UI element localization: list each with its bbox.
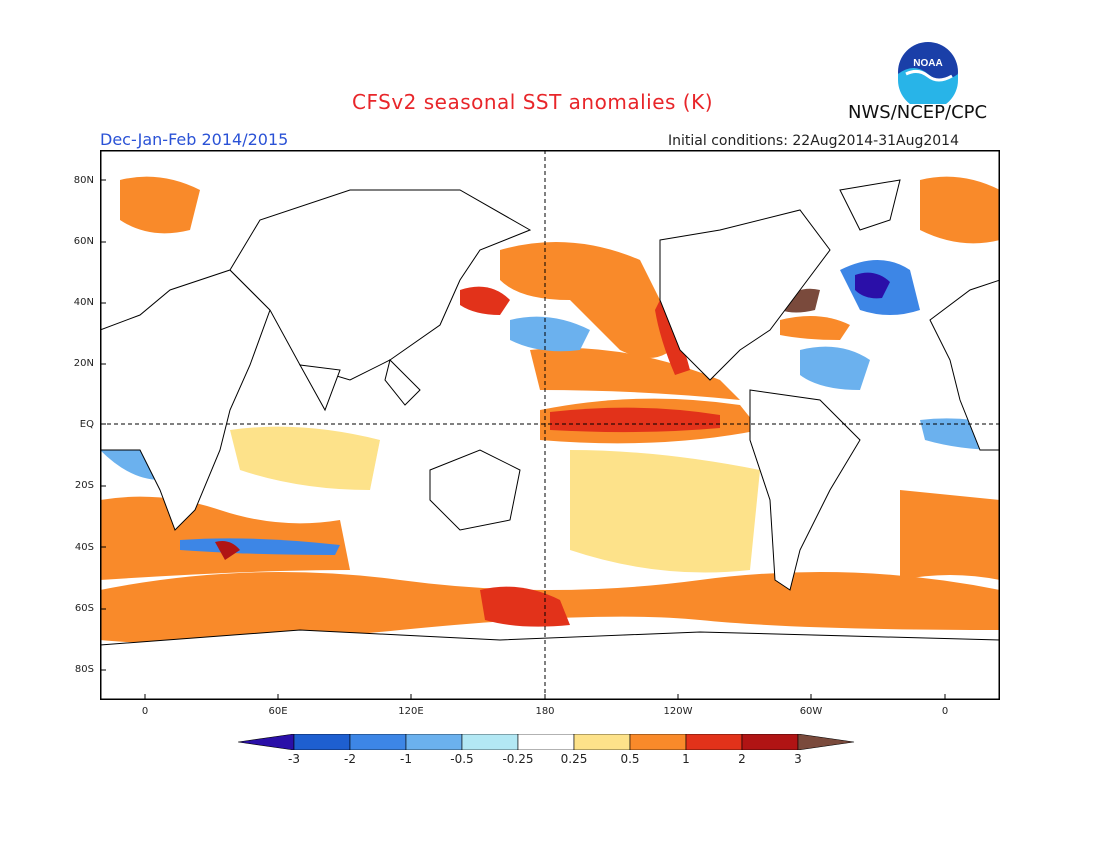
colorbar-segment [573,733,631,751]
colorbar-label: -1 [400,752,412,766]
colorbar-segment [349,733,407,751]
lon-label: 120W [663,706,693,717]
colorbar-label: 1 [682,752,690,766]
noaa-logo: NOAA [896,40,960,110]
map-title: CFSv2 seasonal SST anomalies (K) [352,90,713,114]
colorbar-segment [461,733,519,751]
lat-label: 20S [74,480,94,491]
sst-anomaly-map [100,150,1000,704]
colorbar-segment [629,733,687,751]
colorbar-segment [797,733,855,751]
colorbar-segment [741,733,799,751]
season-label: Dec-Jan-Feb 2014/2015 [100,130,289,149]
colorbar-segment [685,733,743,751]
colorbar-label: -3 [288,752,300,766]
colorbar-label: -2 [344,752,356,766]
lon-label: 60W [799,706,823,717]
lon-label: 0 [941,706,949,717]
lat-label: 40S [74,542,94,553]
colorbar-segment [405,733,463,751]
colorbar-label: -0.5 [450,752,474,766]
lon-label: 120E [398,706,424,717]
lat-label: 20N [73,358,94,369]
org-label: NWS/NCEP/CPC [848,102,988,123]
colorbar-segment [517,733,575,751]
colorbar-label: -0.25 [502,752,534,766]
lat-label: 60S [74,603,94,614]
lat-label: EQ [79,419,94,430]
lon-label: 180 [535,706,555,717]
lon-label: 0 [141,706,149,717]
colorbar-label: 0.5 [620,752,640,766]
lat-label: 80N [73,175,94,186]
colorbar-segment [237,733,295,751]
colorbar [237,733,862,754]
lat-label: 80S [74,664,94,675]
lat-label: 60N [73,236,94,247]
colorbar-label: 0.25 [560,752,588,766]
lat-label: 40N [73,297,94,308]
initial-conditions-label: Initial conditions: 22Aug2014-31Aug2014 [668,133,959,149]
colorbar-label: 2 [738,752,746,766]
svg-text:NOAA: NOAA [913,58,942,69]
lon-label: 60E [268,706,288,717]
colorbar-segment [293,733,351,751]
colorbar-label: 3 [794,752,802,766]
